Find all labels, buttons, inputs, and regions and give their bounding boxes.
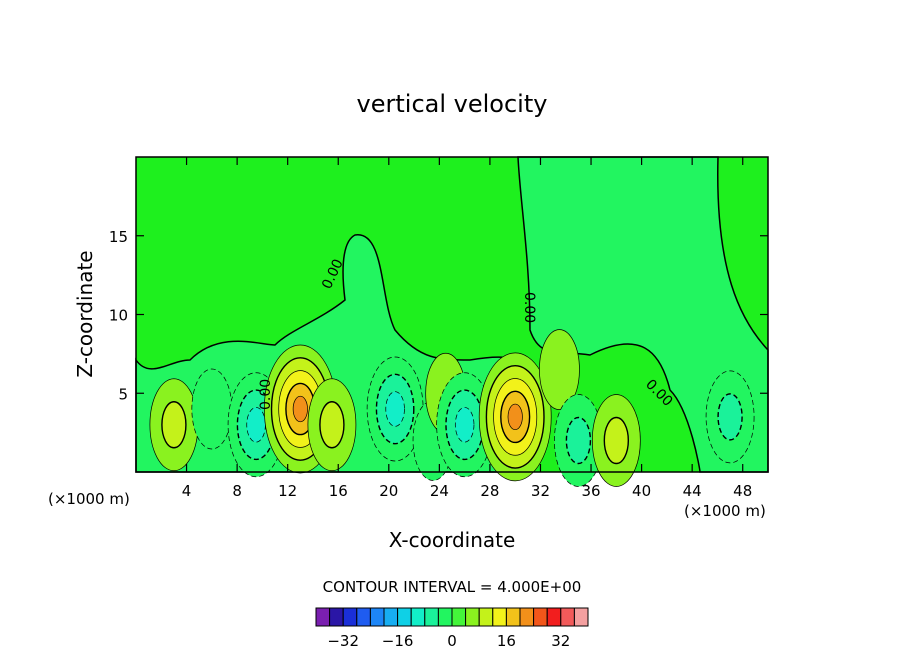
contour-ring bbox=[454, 407, 475, 443]
x-tick-label: 44 bbox=[683, 482, 702, 500]
contour-ring bbox=[319, 401, 345, 449]
colorbar-swatch bbox=[383, 607, 399, 627]
contour-ring bbox=[717, 393, 743, 441]
contour-ring bbox=[385, 391, 405, 427]
colorbar-swatch bbox=[546, 607, 562, 627]
colorbar-swatch bbox=[437, 607, 453, 627]
colorbar-swatch bbox=[397, 607, 412, 627]
x-axis-label: X-coordinate bbox=[389, 528, 516, 552]
colorbar-swatch bbox=[315, 607, 331, 627]
colorbar-swatch bbox=[424, 607, 439, 627]
contour-ring bbox=[539, 329, 580, 410]
x-tick-label: 24 bbox=[430, 482, 449, 500]
contour-ring bbox=[161, 401, 187, 449]
colorbar-swatch bbox=[573, 607, 589, 627]
x-unit-left: (×1000 m) bbox=[48, 490, 130, 508]
contour-ring bbox=[565, 416, 592, 465]
colorbar-tick-label: 32 bbox=[551, 632, 570, 650]
colorbar-swatch bbox=[533, 607, 548, 627]
y-tick-label: 15 bbox=[109, 228, 128, 246]
colorbar-swatch bbox=[342, 607, 358, 627]
x-tick-label: 8 bbox=[232, 482, 242, 500]
colorbar-swatch bbox=[410, 607, 426, 627]
x-tick-label: 16 bbox=[329, 482, 348, 500]
y-axis-ticks: 5 10 15 bbox=[109, 228, 768, 403]
colorbar-ticks: −32 −16 0 16 32 bbox=[327, 632, 570, 650]
colorbar bbox=[315, 607, 589, 627]
x-axis-ticks: 4 8 12 16 20 24 28 32 36 40 44 48 bbox=[182, 157, 752, 500]
x-unit-right: (×1000 m) bbox=[684, 502, 766, 520]
colorbar-tick-label: 0 bbox=[447, 632, 457, 650]
x-tick-label: 4 bbox=[182, 482, 192, 500]
x-tick-label: 28 bbox=[480, 482, 499, 500]
x-tick-label: 20 bbox=[379, 482, 398, 500]
x-tick-label: 36 bbox=[581, 482, 600, 500]
x-tick-label: 48 bbox=[733, 482, 752, 500]
colorbar-swatch bbox=[519, 607, 535, 627]
colorbar-swatch bbox=[465, 607, 480, 627]
x-tick-label: 12 bbox=[278, 482, 297, 500]
colorbar-tick-label: 16 bbox=[497, 632, 516, 650]
plot-area: 0.00 0.00 0.00 0.00 bbox=[135, 156, 769, 487]
contour-zero-label-3: 0.00 bbox=[258, 379, 274, 410]
contour-ring bbox=[292, 395, 308, 423]
contour-features bbox=[149, 329, 755, 487]
positive-contour-region-right bbox=[517, 156, 769, 473]
y-axis-label: Z-coordinate bbox=[73, 250, 97, 377]
colorbar-swatch bbox=[478, 607, 494, 627]
x-tick-label: 32 bbox=[531, 482, 550, 500]
colorbar-swatch bbox=[505, 607, 521, 627]
colorbar-swatch bbox=[369, 607, 385, 627]
contour-interval-label: CONTOUR INTERVAL = 4.000E+00 bbox=[323, 578, 582, 596]
colorbar-swatch bbox=[492, 607, 507, 627]
colorbar-swatch bbox=[560, 607, 575, 627]
colorbar-swatch bbox=[329, 607, 344, 627]
x-tick-label: 40 bbox=[632, 482, 651, 500]
y-tick-label: 10 bbox=[109, 307, 128, 325]
colorbar-swatch bbox=[356, 607, 371, 627]
colorbar-swatch bbox=[451, 607, 467, 627]
contour-ring bbox=[191, 368, 233, 450]
contour-ring bbox=[246, 407, 266, 443]
contour-ring bbox=[507, 403, 523, 431]
contour-ring bbox=[603, 416, 630, 465]
colorbar-tick-label: −32 bbox=[327, 632, 359, 650]
y-tick-label: 5 bbox=[118, 385, 128, 403]
contour-zero-label-2: 0.00 bbox=[521, 292, 537, 323]
chart-title: vertical velocity bbox=[357, 90, 548, 118]
colorbar-tick-label: −16 bbox=[382, 632, 414, 650]
